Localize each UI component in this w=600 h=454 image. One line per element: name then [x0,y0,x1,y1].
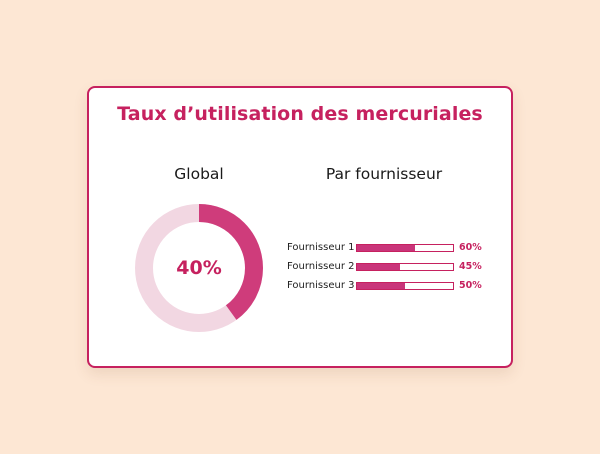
global-heading: Global [169,165,229,183]
progress-bar-fill [357,245,415,251]
usage-card: Taux d’utilisation des mercuriales Globa… [87,86,513,368]
global-donut-chart: 40% [134,203,264,333]
global-percentage: 40% [134,203,264,333]
supplier-percentage: 45% [459,260,482,274]
progress-bar-track [356,263,454,271]
supplier-name: Fournisseur 2 [287,260,354,274]
card-title: Taux d’utilisation des mercuriales [89,103,511,125]
supplier-percentage: 50% [459,279,482,293]
supplier-name: Fournisseur 3 [287,279,354,293]
supplier-heading: Par fournisseur [319,165,449,183]
supplier-name: Fournisseur 1 [287,241,354,255]
progress-bar-track [356,282,454,290]
progress-bar-track [356,244,454,252]
supplier-percentage: 60% [459,241,482,255]
progress-bar-fill [357,264,400,270]
progress-bar-fill [357,283,405,289]
